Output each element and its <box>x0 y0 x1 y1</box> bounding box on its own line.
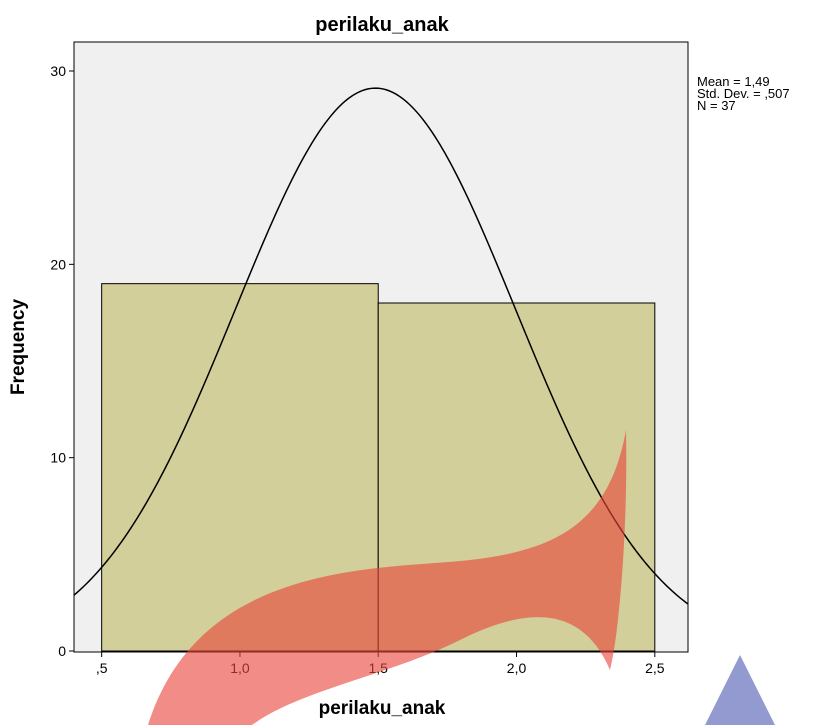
watermark-blue-triangle <box>705 655 775 725</box>
watermark-logo <box>148 430 775 725</box>
watermark-red-swoosh <box>148 430 627 725</box>
stat-std-dev: Std. Dev. = ,507 <box>697 86 790 101</box>
y-tick-label: 30 <box>50 63 66 79</box>
x-tick-label: 2,5 <box>645 660 665 676</box>
x-tick-label: 2,0 <box>507 660 527 676</box>
x-axis-label: perilaku_anak <box>319 698 446 719</box>
normal-curve <box>73 87 689 605</box>
x-tick-label: ,5 <box>96 660 108 676</box>
stat-n: N = 37 <box>697 98 736 113</box>
stat-mean: Mean = 1,49 <box>697 74 770 89</box>
chart-title: perilaku_anak <box>315 14 449 36</box>
y-tick-label: 20 <box>50 256 66 272</box>
y-tick-label: 0 <box>58 643 66 659</box>
y-tick-label: 10 <box>50 450 66 466</box>
y-axis-label: Frequency <box>8 299 29 396</box>
